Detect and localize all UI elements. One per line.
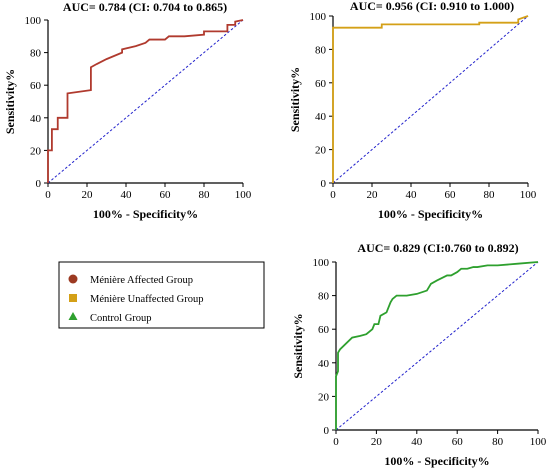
y-tick-label: 60 — [315, 78, 327, 90]
legend-label-unaffected: Ménière Unaffected Group — [90, 294, 204, 305]
y-axis-title: Sensitivity% — [3, 69, 17, 134]
reference-diagonal-line — [335, 261, 539, 431]
chart-title: AUC= 0.784 (CI: 0.704 to 0.865) — [63, 0, 227, 14]
x-tick-label: 80 — [199, 189, 211, 201]
roc-curve-line — [335, 261, 539, 430]
x-tick-label: 0 — [333, 436, 339, 448]
y-tick-label: 40 — [30, 113, 42, 125]
x-tick-label: 60 — [452, 436, 464, 448]
y-tick-label: 100 — [310, 11, 327, 23]
roc-chart-meniere-affected: AUC= 0.784 (CI: 0.704 to 0.865) 0 20 40 60 80… — [3, 0, 252, 221]
x-axis-title: 100% - Specificity% — [384, 454, 489, 468]
x-tick-label: 60 — [160, 189, 172, 201]
chart-title: AUC= 0.829 (CI:0.760 to 0.892) — [357, 241, 518, 255]
legend-marker-circle — [68, 274, 78, 284]
roc-curve-line — [47, 19, 244, 183]
legend-marker-square — [69, 294, 77, 302]
x-axis-title: 100% - Specificity% — [378, 207, 483, 221]
roc-chart-control: AUC= 0.829 (CI:0.760 to 0.892)0 20 40 60 80 1… — [291, 241, 547, 468]
x-tick-label: 0 — [45, 189, 51, 201]
y-tick-label: 20 — [30, 145, 42, 157]
y-tick-label: 40 — [315, 111, 327, 123]
x-tick-label: 80 — [492, 436, 504, 448]
y-axis-title: Sensitivity% — [288, 67, 302, 132]
y-tick-label: 20 — [315, 145, 327, 157]
legend-label-affected: Ménière Affected Group — [90, 275, 193, 286]
x-tick-label: 40 — [121, 189, 133, 201]
legend: Ménière Affected Group Ménière Unaffecte… — [58, 261, 265, 329]
legend-marker-triangle — [68, 312, 78, 320]
x-tick-label: 100 — [520, 189, 537, 201]
x-axis-title: 100% - Specificity% — [93, 207, 198, 221]
y-tick-label: 60 — [30, 80, 42, 92]
y-tick-label: 40 — [318, 358, 330, 370]
reference-diagonal-line — [332, 15, 529, 184]
x-tick-label: 60 — [445, 189, 457, 201]
roc-chart-meniere-unaffected: AUC= 0.956 (CI: 0.910 to 1.000) 0 20 40 60 80… — [288, 0, 537, 221]
y-tick-label: 80 — [318, 291, 330, 303]
x-tick-label: 0 — [330, 189, 336, 201]
y-tick-label: 80 — [30, 48, 42, 60]
y-tick-label: 80 — [315, 44, 327, 56]
roc-curve-line — [332, 15, 529, 183]
legend-box — [58, 261, 265, 329]
x-tick-label: 100 — [530, 436, 547, 448]
y-tick-label: 20 — [318, 391, 330, 403]
y-tick-label: 0 — [321, 178, 327, 190]
y-tick-label: 0 — [36, 178, 42, 190]
y-tick-label: 100 — [313, 257, 330, 269]
x-tick-label: 20 — [371, 436, 383, 448]
x-tick-label: 100 — [235, 189, 252, 201]
x-tick-label: 80 — [484, 189, 496, 201]
legend-label-control: Control Group — [90, 313, 152, 324]
x-tick-label: 40 — [411, 436, 423, 448]
x-tick-label: 20 — [82, 189, 94, 201]
y-tick-label: 100 — [25, 15, 42, 27]
y-axis-title: Sensitivity% — [291, 313, 305, 378]
reference-diagonal-line — [47, 19, 244, 184]
y-tick-label: 0 — [324, 425, 330, 437]
y-tick-label: 60 — [318, 324, 330, 336]
x-tick-label: 20 — [367, 189, 379, 201]
x-tick-label: 40 — [406, 189, 418, 201]
chart-title: AUC= 0.956 (CI: 0.910 to 1.000) — [350, 0, 514, 13]
